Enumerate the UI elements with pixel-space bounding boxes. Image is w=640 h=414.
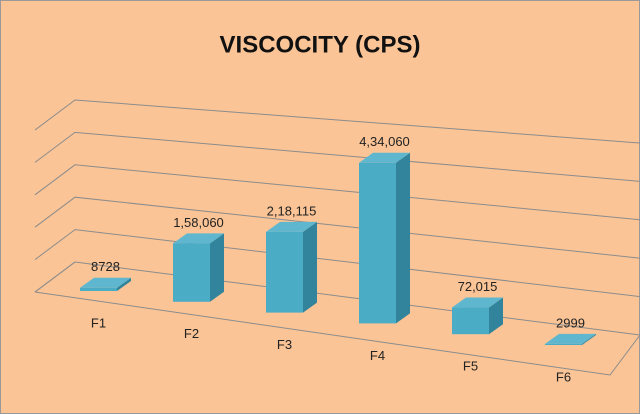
bar <box>545 343 582 345</box>
bar <box>359 162 396 324</box>
bar-top <box>452 297 503 308</box>
grid-line <box>34 131 640 182</box>
x-tick-label: F4 <box>370 348 385 363</box>
bar-top <box>266 221 317 232</box>
bar-side <box>396 152 410 324</box>
floor-edge <box>34 261 76 293</box>
grid-line <box>34 196 640 259</box>
chart-title: VISCOCITY (CPS) <box>220 31 421 58</box>
bar-side <box>582 333 596 345</box>
x-tick-label: F6 <box>556 369 571 384</box>
x-tick-label: F3 <box>277 337 292 352</box>
data-label: 2,18,115 <box>267 203 317 218</box>
floor-edge <box>34 291 640 376</box>
bar-side <box>210 233 224 302</box>
grid-line <box>34 164 640 221</box>
data-label: 8728 <box>91 259 120 274</box>
grid-line <box>34 99 640 144</box>
bar-top <box>173 233 224 244</box>
x-tick-label: F2 <box>184 326 199 341</box>
data-label: 72,015 <box>458 279 498 294</box>
data-label: 4,34,060 <box>359 134 410 149</box>
bar <box>173 243 210 302</box>
bar-top <box>545 333 596 344</box>
bar-top <box>359 152 410 163</box>
data-label: 2999 <box>556 315 585 330</box>
bar-side <box>489 297 503 335</box>
data-label: 1,58,060 <box>173 215 224 230</box>
x-tick-label: F1 <box>91 315 106 330</box>
bar-side <box>303 221 317 313</box>
bar <box>80 287 117 291</box>
x-tick-label: F5 <box>463 359 478 374</box>
bar-side <box>117 277 131 291</box>
grid-line <box>34 229 640 298</box>
bar <box>266 231 303 313</box>
bar-top <box>80 277 131 288</box>
bar <box>452 307 489 335</box>
